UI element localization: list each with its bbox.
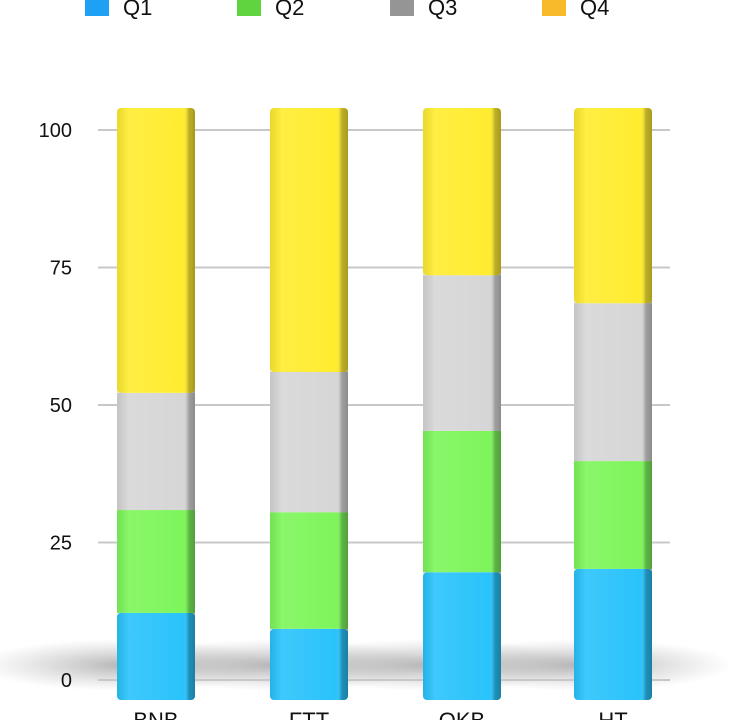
bar-shading: [423, 108, 501, 700]
bar-stack-okb: [423, 108, 501, 700]
legend-swatch: [85, 0, 109, 16]
y-tick-label: 0: [61, 670, 72, 692]
legend-swatch: [542, 0, 566, 16]
y-tick-label: 75: [50, 258, 72, 280]
legend-label: Q3: [428, 0, 457, 20]
bar-stack-bnb: [117, 108, 195, 700]
x-tick-label: FTT: [289, 708, 329, 720]
bar-stack-ftt: [270, 108, 348, 700]
bar-shading: [117, 108, 195, 700]
legend-swatch: [390, 0, 414, 16]
legend-item-q3: Q3: [390, 0, 457, 20]
legend-item-q2: Q2: [237, 0, 304, 20]
legend-label: Q1: [123, 0, 152, 20]
legend-item-q1: Q1: [85, 0, 152, 20]
y-tick-label: 50: [50, 395, 72, 417]
x-tick-label: BNB: [133, 708, 178, 720]
bar-shading: [574, 108, 652, 700]
legend-label: Q2: [275, 0, 304, 20]
legend-swatch: [237, 0, 261, 16]
bar-shading: [270, 108, 348, 700]
y-tick-label: 25: [50, 533, 72, 555]
legend-label: Q4: [580, 0, 609, 20]
x-tick-label: HT: [598, 708, 627, 720]
legend-item-q4: Q4: [542, 0, 609, 20]
y-tick-label: 100: [39, 120, 72, 142]
bar-stack-ht: [574, 108, 652, 700]
x-tick-label: OKB: [439, 708, 485, 720]
